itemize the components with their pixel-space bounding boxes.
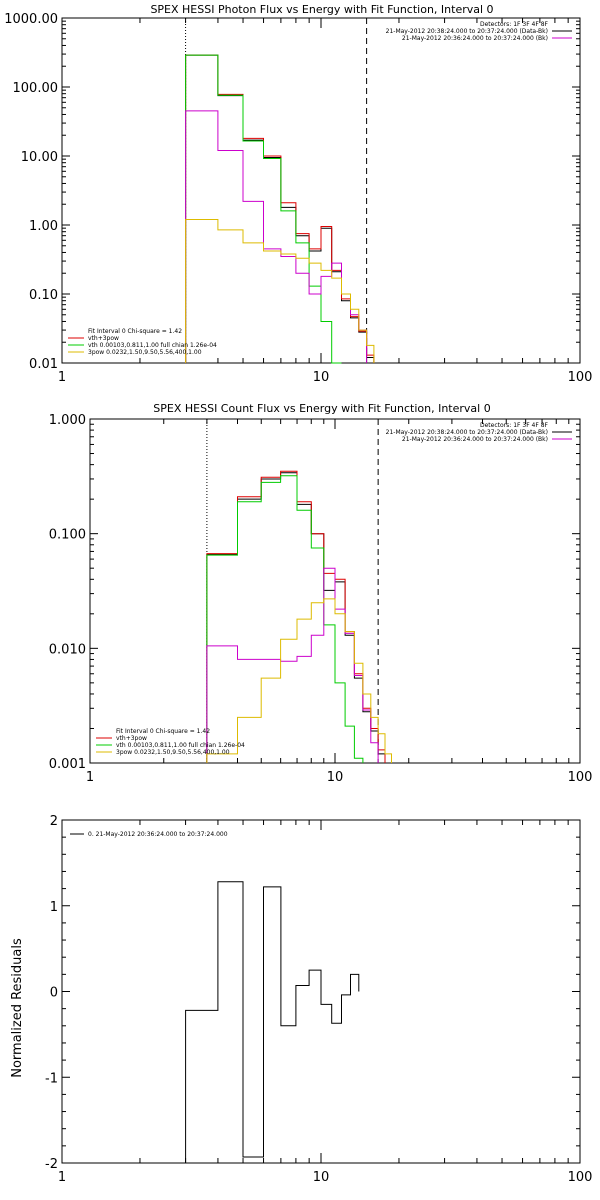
y-tick-label: 0.010 <box>49 642 86 657</box>
series-0-histogram <box>206 472 386 763</box>
series-1-histogram <box>206 470 386 763</box>
y-tick-label: 0 <box>50 986 58 1001</box>
residuals-histogram <box>185 881 360 1163</box>
series-3-histogram <box>206 567 379 763</box>
series-4-histogram <box>185 219 375 363</box>
x-tick-label: 10 <box>313 370 330 385</box>
count-flux-panel: SPEX HESSI Count Flux vs Energy with Fit… <box>49 402 593 785</box>
series-0-histogram <box>185 54 375 363</box>
legend-bottom-entry: Fit Interval 0 Chi-square = 1.42 <box>116 728 210 735</box>
y-tick-label: 2 <box>50 814 58 829</box>
y-tick-label: 1000.00 <box>4 12 58 27</box>
residual-legend-entry: 0. 21-May-2012 20:36:24.000 to 20:37:24.… <box>88 831 228 838</box>
y-tick-label: 0.100 <box>49 528 86 543</box>
legend-top-entry: 21-May-2012 20:38:24.000 to 20:37:24.000… <box>386 429 548 436</box>
legend-top-entry: 21-May-2012 20:36:24.000 to 20:37:24.000… <box>402 436 548 443</box>
residuals-y-axis-label: Normalized Residuals <box>10 938 25 1078</box>
legend-bottom-entry: vth+3pow <box>116 735 147 742</box>
legend-top-entry: 21-May-2012 20:38:24.000 to 20:37:24.000… <box>386 28 548 35</box>
photon-panel-title: SPEX HESSI Photon Flux vs Energy with Fi… <box>150 3 493 16</box>
series-3-histogram <box>185 110 368 363</box>
legend-bottom-entry: Fit Interval 0 Chi-square = 1.42 <box>88 328 182 335</box>
legend-bottom-entry: vth 0.00103,0.811,1.00 full chian 1.26e-… <box>88 342 217 349</box>
x-tick-label: 100 <box>568 1170 593 1185</box>
x-tick-label: 1 <box>58 370 66 385</box>
legend-top-entry: Detectors: 1F 3F 4F 8F <box>480 422 549 429</box>
y-tick-label: -1 <box>45 1071 58 1086</box>
x-tick-label: 100 <box>568 370 593 385</box>
series-1-histogram <box>185 54 375 363</box>
y-tick-label: 0.10 <box>29 288 58 303</box>
y-tick-label: 1.000 <box>49 413 86 428</box>
legend-bottom-entry: vth+3pow <box>88 335 119 342</box>
x-tick-label: 1 <box>58 1170 66 1185</box>
residuals-panel: Normalized Residuals -2 -1 0 1 2 1 10 100 0. 2… <box>10 814 592 1185</box>
series-2-histogram <box>185 54 342 364</box>
legend-bottom-entry: 3pow 0.0232,1.50,9.50,5.56,400,1.00 <box>116 749 230 756</box>
series-4-histogram <box>206 598 392 763</box>
legend-bottom-entry: 3pow 0.0232,1.50,9.50,5.56,400,1.00 <box>88 349 202 356</box>
x-tick-label: 1 <box>86 770 94 785</box>
x-tick-label: 100 <box>568 770 593 785</box>
legend-bottom-entry: vth 0.00103,0.811,1.00 full chian 1.26e-… <box>116 742 245 749</box>
legend-top-entry: 21-May-2012 20:36:24.000 to 20:37:24.000… <box>402 35 548 42</box>
y-tick-label: 0.01 <box>29 357 58 372</box>
y-tick-label: 100.00 <box>13 81 59 96</box>
y-tick-label: -2 <box>45 1157 58 1172</box>
count-panel-title: SPEX HESSI Count Flux vs Energy with Fit… <box>153 402 490 415</box>
y-tick-label: 1.00 <box>29 219 58 234</box>
y-tick-label: 10.00 <box>21 150 58 165</box>
x-tick-label: 10 <box>313 1170 330 1185</box>
y-tick-label: 1 <box>50 900 58 915</box>
photon-flux-panel: SPEX HESSI Photon Flux vs Energy with Fi… <box>4 3 592 385</box>
y-tick-label: 0.001 <box>49 757 86 772</box>
legend-top-entry: Detectors: 1F 3F 4F 8F <box>480 21 549 28</box>
x-tick-label: 10 <box>327 770 344 785</box>
series-2-histogram <box>206 475 364 763</box>
